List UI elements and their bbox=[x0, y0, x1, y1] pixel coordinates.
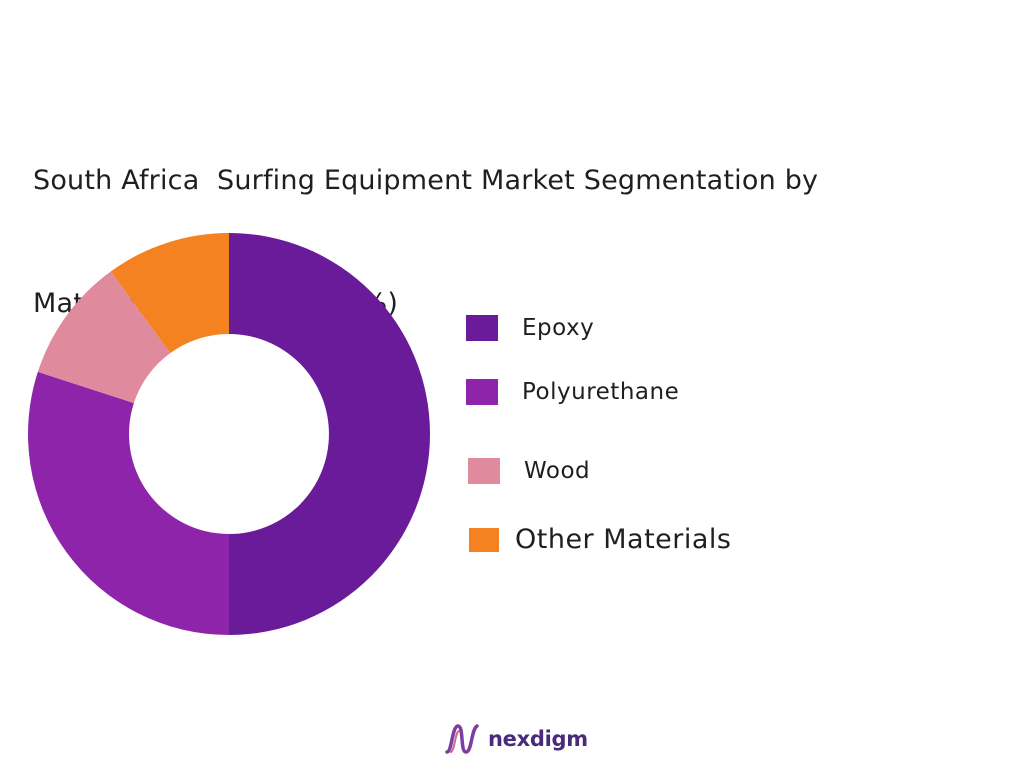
donut-slice-other-materials bbox=[110, 233, 229, 354]
brand-name: nexdigm bbox=[488, 727, 588, 751]
legend-label-wood: Wood bbox=[524, 458, 591, 484]
legend-swatch-other-materials bbox=[469, 527, 499, 552]
nexdigm-wave-icon bbox=[445, 724, 479, 754]
donut-slice-wood bbox=[37, 271, 171, 404]
legend-item-wood: Wood bbox=[468, 458, 590, 484]
legend-label-epoxy: Epoxy bbox=[522, 315, 595, 341]
legend-swatch-wood bbox=[468, 458, 500, 484]
donut-slice-epoxy bbox=[229, 233, 430, 635]
legend-item-polyurethane: Polyurethane bbox=[466, 379, 679, 405]
legend-label-polyurethane: Polyurethane bbox=[522, 379, 680, 405]
legend-swatch-polyurethane bbox=[466, 379, 498, 405]
donut-slice-polyurethane bbox=[27, 371, 230, 635]
legend-item-other-materials: Other Materials bbox=[469, 524, 732, 555]
legend-label-other-materials: Other Materials bbox=[515, 524, 732, 555]
brand-logo: nexdigm bbox=[444, 722, 588, 756]
legend-item-epoxy: Epoxy bbox=[466, 315, 594, 341]
legend-swatch-epoxy bbox=[466, 315, 498, 341]
chart-title-line-1: South Africa Surfing Equipment Market Se… bbox=[33, 165, 819, 196]
